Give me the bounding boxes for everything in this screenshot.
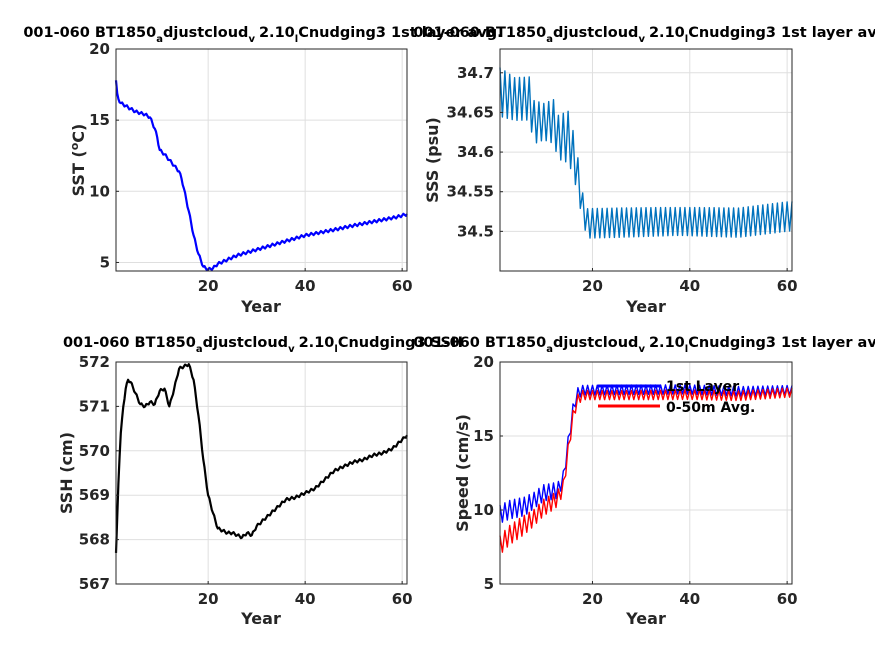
speed-series-line-1 bbox=[499, 387, 793, 553]
sst-xtick-label: 60 bbox=[392, 277, 413, 295]
sst-ticks: 20 40 60 5 10 15 20 bbox=[89, 40, 412, 295]
sss-ytick-label: 34.5 bbox=[457, 222, 494, 240]
sss-xtick-label: 60 bbox=[777, 277, 798, 295]
speed-ytick-label: 20 bbox=[473, 353, 494, 371]
sss-ytick-label: 34.6 bbox=[457, 143, 494, 161]
ssh-ytick-label: 572 bbox=[79, 353, 110, 371]
sss-series-line-0 bbox=[499, 67, 793, 239]
sss-ylabel: SSS (psu) bbox=[423, 117, 442, 203]
sst-ytick-label: 15 bbox=[89, 111, 110, 129]
ssh-xtick-label: 60 bbox=[392, 590, 413, 608]
speed-axes-box bbox=[499, 361, 793, 585]
sss-axes-box bbox=[499, 48, 793, 272]
sst-axes-box bbox=[115, 48, 408, 272]
sst-title: 001-060 BT1850adjustcloudv 2.10lCnudging3… bbox=[23, 25, 502, 45]
speed-xtick-label: 40 bbox=[679, 590, 700, 608]
sss-grid bbox=[500, 49, 792, 271]
panel-ssh: 001-060 BT1850adjustcloudv 2.10lCnudging3… bbox=[57, 335, 463, 628]
sss-ticks: 20 40 60 34.5 34.55 34.6 34.65 34.7 bbox=[447, 64, 798, 295]
ssh-ticks: 20 40 60 567 568 569 570 571 572 bbox=[79, 353, 413, 608]
sss-ytick-label: 34.55 bbox=[447, 183, 494, 201]
sst-ytick-label: 10 bbox=[89, 182, 110, 200]
sst-ytick-label: 20 bbox=[89, 40, 110, 58]
speed-ylabel: Speed (cm/s) bbox=[453, 414, 472, 532]
ssh-xtick-label: 40 bbox=[295, 590, 316, 608]
speed-legend: 1st Layer 0-50m Avg. bbox=[598, 379, 755, 416]
ssh-xlabel: Year bbox=[240, 609, 281, 628]
speed-grid bbox=[500, 361, 792, 585]
panel-speed: 001-060 BT1850adjustcloudv 2.10lCnudging3… bbox=[413, 335, 875, 628]
sss-lines bbox=[499, 67, 793, 239]
speed-xlabel: Year bbox=[625, 609, 666, 628]
sst-ytick-label: 5 bbox=[100, 253, 110, 271]
sst-ylabel: SST (oC) bbox=[68, 124, 88, 197]
ssh-ytick-label: 570 bbox=[79, 442, 110, 460]
sst-xtick-label: 20 bbox=[198, 277, 219, 295]
ssh-lines bbox=[114, 363, 408, 553]
speed-ytick-label: 15 bbox=[473, 427, 494, 445]
sss-ytick-label: 34.7 bbox=[457, 64, 494, 82]
legend-label-1st-layer: 1st Layer bbox=[666, 379, 739, 395]
sss-ytick-label: 34.65 bbox=[447, 103, 494, 121]
sss-xtick-label: 40 bbox=[679, 277, 700, 295]
sst-series-line-0 bbox=[114, 80, 408, 272]
speed-xtick-label: 20 bbox=[582, 590, 603, 608]
panel-sst: 001-060 BT1850adjustcloudv 2.10lCnudging3… bbox=[23, 25, 502, 316]
speed-ytick-label: 5 bbox=[484, 575, 494, 593]
sss-title: 001-060 BT1850adjustcloudv 2.10lCnudging3… bbox=[413, 25, 875, 45]
ssh-xtick-label: 20 bbox=[198, 590, 219, 608]
ssh-ytick-label: 567 bbox=[79, 575, 110, 593]
ssh-axes-box bbox=[115, 361, 408, 585]
legend-label-0-50m-avg: 0-50m Avg. bbox=[666, 400, 755, 416]
sst-lines bbox=[114, 80, 408, 272]
speed-xtick-label: 60 bbox=[777, 590, 798, 608]
sst-grid bbox=[116, 48, 407, 271]
speed-title: 001-060 BT1850adjustcloudv 2.10lCnudging3… bbox=[413, 335, 875, 355]
sss-xtick-label: 20 bbox=[582, 277, 603, 295]
speed-ytick-label: 10 bbox=[473, 501, 494, 519]
sst-xlabel: Year bbox=[240, 297, 281, 316]
ssh-ylabel: SSH (cm) bbox=[57, 432, 76, 514]
sst-xtick-label: 40 bbox=[295, 277, 316, 295]
ssh-ytick-label: 568 bbox=[79, 531, 110, 549]
panel-sss: 001-060 BT1850adjustcloudv 2.10lCnudging3… bbox=[413, 25, 875, 316]
ssh-ytick-label: 569 bbox=[79, 486, 110, 504]
ssh-ytick-label: 571 bbox=[79, 397, 110, 415]
speed-ticks: 20 40 60 5 10 15 20 bbox=[473, 353, 797, 608]
ssh-grid bbox=[116, 361, 407, 585]
ssh-series-line-0 bbox=[114, 363, 408, 553]
sss-xlabel: Year bbox=[625, 297, 666, 316]
ssh-title: 001-060 BT1850adjustcloudv 2.10lCnudging3… bbox=[63, 335, 463, 355]
